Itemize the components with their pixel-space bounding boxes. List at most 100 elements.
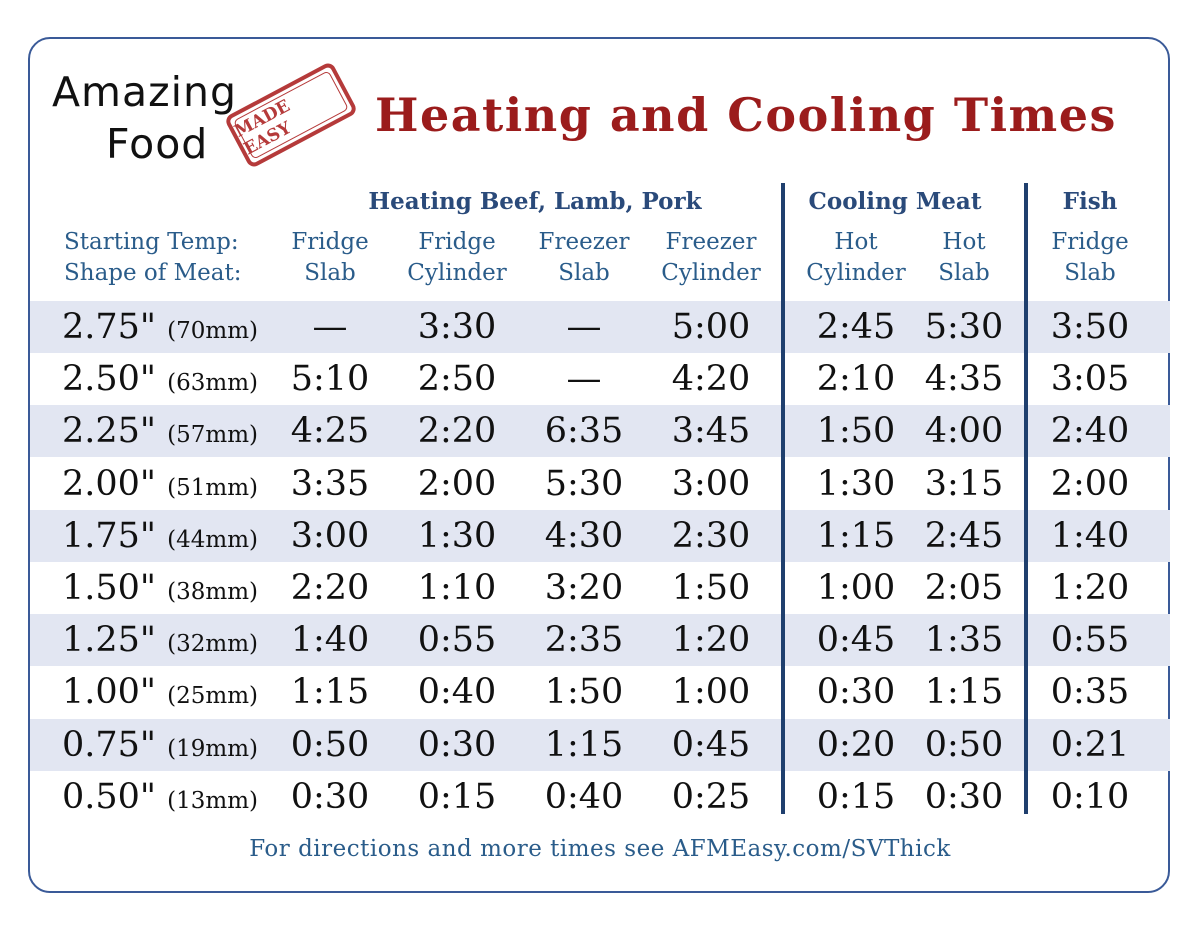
column-header: Freezer Cylinder: [646, 227, 776, 289]
time-cell: 0:21: [1050, 724, 1130, 765]
time-cell: 0:45: [816, 620, 896, 661]
column-header-line2: Slab: [1064, 260, 1116, 286]
thickness-label: 1.00" (25mm): [62, 666, 258, 718]
time-cell: 5:30: [924, 307, 1004, 347]
row-label-header: Starting Temp: Shape of Meat:: [64, 227, 241, 289]
column-header-line1: Fridge: [1051, 229, 1129, 255]
divider-cooling: [781, 183, 785, 814]
thickness-label: 2.00" (51mm): [62, 458, 258, 510]
time-cell: 0:15: [417, 776, 497, 817]
time-cell: 1:40: [1050, 515, 1130, 556]
time-cell: 5:00: [671, 307, 751, 347]
thickness-inches: 1.50": [62, 568, 157, 608]
starting-temp-label: Starting Temp:: [64, 229, 239, 255]
time-cell: 4:25: [290, 411, 370, 452]
thickness-label: 0.75" (19mm): [62, 719, 258, 771]
time-cell: 0:30: [924, 776, 1004, 817]
time-cell: 0:45: [671, 724, 751, 765]
time-cell: 5:10: [290, 359, 370, 400]
time-cell: 1:30: [417, 515, 497, 556]
time-cell: 1:15: [544, 724, 624, 765]
time-cell: 1:15: [290, 672, 370, 713]
time-cell: 3:35: [290, 463, 370, 504]
column-header-line1: Freezer: [538, 229, 630, 255]
time-cell: 2:00: [417, 463, 497, 504]
time-cell: 2:50: [417, 359, 497, 400]
footer-note: For directions and more times see AFMEas…: [249, 836, 951, 862]
time-cell: 3:05: [1050, 359, 1130, 400]
time-cell: 3:50: [1050, 307, 1130, 347]
row-band: [30, 301, 1170, 353]
time-cell: 1:00: [816, 568, 896, 608]
time-cell: 4:20: [671, 359, 751, 400]
thickness-inches: 2.75": [62, 307, 157, 347]
time-cell: 1:40: [290, 620, 370, 661]
thickness-mm: (13mm): [167, 787, 259, 814]
time-cell: 0:30: [290, 776, 370, 817]
group-heading-cooling: Cooling Meat: [808, 188, 982, 215]
column-header: Freezer Slab: [519, 227, 649, 289]
time-cell: 2:35: [544, 620, 624, 661]
column-header: Fridge Slab: [265, 227, 395, 289]
time-cell: 1:30: [816, 463, 896, 504]
column-header-line2: Slab: [938, 260, 990, 286]
time-cell: 2:45: [924, 515, 1004, 556]
thickness-mm: (19mm): [167, 735, 259, 762]
thickness-label: 1.25" (32mm): [62, 614, 258, 666]
thickness-mm: (70mm): [167, 318, 259, 344]
time-cell: 1:20: [1050, 568, 1130, 608]
thickness-inches: 1.25": [62, 620, 157, 661]
time-cell: 0:50: [924, 724, 1004, 765]
time-cell: 2:40: [1050, 411, 1130, 452]
column-header-line2: Cylinder: [661, 260, 761, 286]
column-header-line1: Hot: [942, 229, 986, 255]
divider-fish: [1024, 183, 1028, 814]
time-cell: 2:10: [816, 359, 896, 400]
time-cell: 0:55: [1050, 620, 1130, 661]
thickness-inches: 2.00": [62, 463, 157, 504]
shape-of-meat-label: Shape of Meat:: [64, 260, 242, 286]
thickness-inches: 0.75": [62, 724, 157, 765]
time-cell: 0:15: [816, 776, 896, 817]
time-cell: 3:00: [671, 463, 751, 504]
thickness-mm: (57mm): [167, 422, 259, 449]
page-title: Heating and Cooling Times: [375, 88, 1117, 142]
time-cell: 2:20: [290, 568, 370, 608]
time-cell: 1:50: [816, 411, 896, 452]
thickness-mm: (38mm): [167, 579, 259, 605]
thickness-label: 1.75" (44mm): [62, 510, 258, 562]
time-cell: 0:10: [1050, 776, 1130, 817]
time-cell: —: [312, 307, 348, 347]
column-header-line1: Freezer: [665, 229, 757, 255]
row-band: [30, 718, 1170, 771]
row-band: [30, 405, 1170, 458]
thickness-inches: 1.75": [62, 515, 157, 556]
column-header-line1: Fridge: [418, 229, 496, 255]
group-heading-heating: Heating Beef, Lamb, Pork: [368, 188, 702, 215]
time-cell: 3:45: [671, 411, 751, 452]
time-cell: 3:30: [417, 307, 497, 347]
thickness-mm: (44mm): [167, 526, 259, 553]
time-cell: 0:20: [816, 724, 896, 765]
thickness-inches: 2.25": [62, 411, 157, 452]
time-cell: —: [566, 307, 602, 347]
thickness-inches: 2.50": [62, 359, 157, 400]
column-header: Fridge Slab: [1025, 227, 1155, 289]
time-cell: 1:35: [924, 620, 1004, 661]
column-header: Hot Slab: [899, 227, 1029, 289]
time-cell: 2:20: [417, 411, 497, 452]
thickness-inches: 1.00": [62, 672, 157, 713]
time-cell: 0:50: [290, 724, 370, 765]
group-heading-fish: Fish: [1062, 188, 1118, 215]
time-cell: 1:50: [544, 672, 624, 713]
time-cell: 0:30: [417, 724, 497, 765]
thickness-label: 1.50" (38mm): [62, 562, 258, 614]
time-cell: 6:35: [544, 411, 624, 452]
time-cell: 0:40: [417, 672, 497, 713]
column-header: Hot Cylinder: [791, 227, 921, 289]
row-band: [30, 509, 1170, 562]
logo-food: Food: [106, 120, 209, 168]
time-cell: 0:30: [816, 672, 896, 713]
time-cell: 1:15: [816, 515, 896, 556]
time-cell: 1:00: [671, 672, 751, 713]
